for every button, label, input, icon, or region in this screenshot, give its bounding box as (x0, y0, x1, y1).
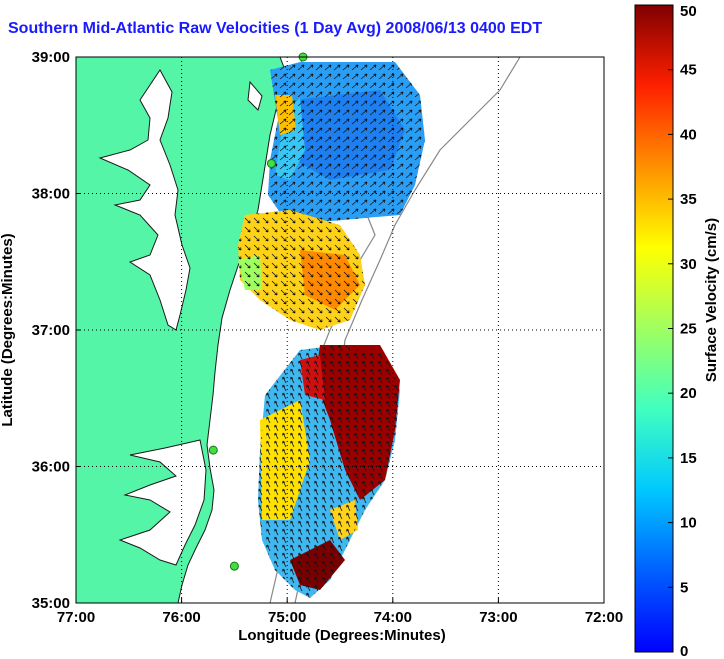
station-marker (229, 561, 239, 571)
colorbar-tick-label: 35 (680, 191, 697, 208)
x-tick-label: 74:00 (374, 609, 412, 626)
x-tick-label: 77:00 (57, 609, 95, 626)
x-axis: 77:00 76:00 75:00 74:00 73:00 72:00 (57, 598, 623, 626)
grid (76, 57, 604, 603)
y-tick-label: 38:00 (32, 186, 70, 203)
y-tick-label: 35:00 (32, 595, 70, 612)
colorbar-tick-label: 45 (680, 62, 697, 79)
colorbar-tick-label: 0 (680, 643, 688, 659)
sound-water (118, 439, 207, 566)
y-tick-label: 37:00 (32, 322, 70, 339)
y-tick-label: 36:00 (32, 459, 70, 476)
y-axis: 39:00 38:00 37:00 36:00 35:00 (32, 49, 81, 612)
x-tick-label: 72:00 (585, 609, 623, 626)
velocity-field-north (268, 62, 425, 222)
y-axis-label: Latitude (Degrees:Minutes) (0, 233, 16, 426)
x-tick-label: 75:00 (268, 609, 306, 626)
x-tick-label: 76:00 (162, 609, 200, 626)
colorbar-tick-label: 5 (680, 579, 688, 596)
colorbar (634, 4, 674, 653)
colorbar-tick-label: 40 (680, 126, 697, 143)
colorbar-tick-label: 50 (680, 3, 697, 20)
bay-water (98, 69, 191, 331)
colorbar-tick-label: 25 (680, 321, 697, 338)
colorbar-tick-label: 30 (680, 256, 697, 273)
delmarva-bay-water (247, 80, 263, 111)
x-axis-label: Longitude (Degrees:Minutes) (238, 627, 446, 644)
y-tick-label: 39:00 (32, 49, 70, 66)
velocity-field-south (258, 345, 400, 598)
map-title: Southern Mid-Atlantic Raw Velocities (1 … (8, 20, 543, 37)
colorbar-label: Surface Velocity (cm/s) (703, 218, 720, 382)
x-tick-label: 73:00 (479, 609, 517, 626)
colorbar-tick-label: 20 (680, 385, 697, 402)
velocity-field-middle (238, 210, 365, 330)
station-marker (266, 158, 276, 168)
colorbar-tick-label: 15 (680, 450, 697, 467)
station-marker (208, 445, 218, 455)
colorbar-tick-label: 10 (680, 515, 697, 532)
